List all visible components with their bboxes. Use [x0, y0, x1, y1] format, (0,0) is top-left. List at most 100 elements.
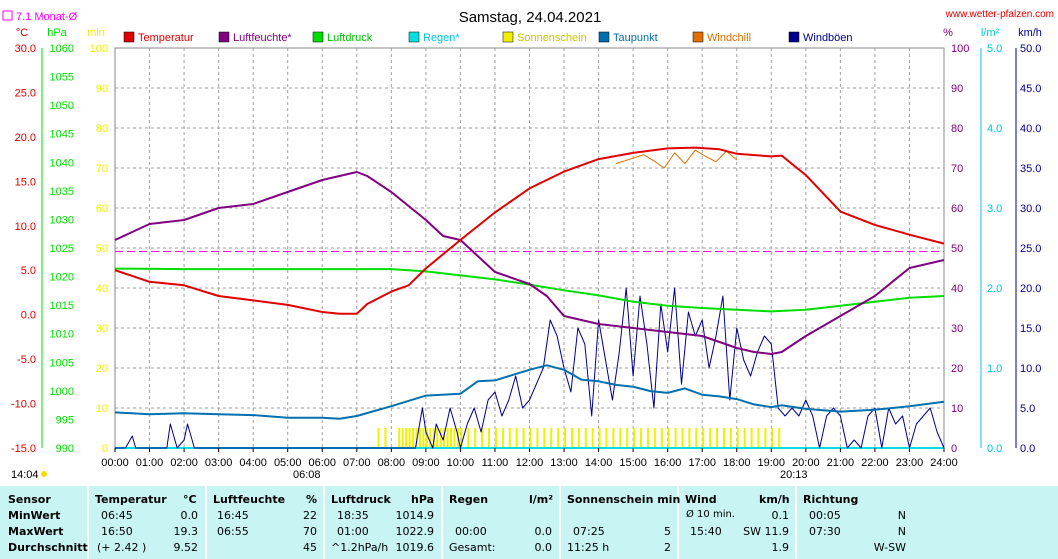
- dewpoint-line: [114, 364, 945, 420]
- header-sun: Sonnenschein min: [567, 493, 681, 506]
- min-press-time: 18:35: [337, 509, 369, 522]
- max-dir-value: N: [897, 525, 906, 538]
- separator: [205, 486, 207, 559]
- humidity-tick-label: 50: [951, 243, 963, 255]
- sun-tick-label: 0: [102, 443, 108, 455]
- min-dir-time: 00:05: [809, 509, 841, 522]
- x-tick-label: 14:00: [585, 457, 613, 469]
- sunshine-bar: [667, 428, 670, 448]
- temp-tick-label: 25.0: [15, 87, 36, 99]
- x-tick-label: 22:00: [861, 457, 889, 469]
- humidity-tick-label: 30: [951, 323, 963, 335]
- pressure-tick-label: 1035: [50, 186, 74, 198]
- temp-tick-label: 30.0: [15, 43, 36, 55]
- humidity-tick-label: 100: [951, 43, 969, 55]
- avg-press-trend: ^1.2hPa/h: [331, 541, 389, 554]
- sunshine-bar: [398, 428, 401, 448]
- row-label-avg: Durchschnitt: [8, 541, 88, 554]
- sunshine-bar: [660, 428, 663, 448]
- pressure-tick-label: 1010: [50, 329, 74, 341]
- monthly-avg-label: 7.1 Monat-Ø: [16, 11, 78, 23]
- legend-label: Windchill: [707, 32, 751, 44]
- header-sensor: Sensor: [8, 493, 51, 506]
- x-tick-label: 01:00: [136, 457, 164, 469]
- sunshine-bar: [384, 428, 387, 448]
- x-tick-label: 07:00: [343, 457, 371, 469]
- wind-tick-label: 45.0: [1020, 83, 1041, 95]
- sun-tick-label: 60: [96, 203, 108, 215]
- x-tick-label: 09:00: [412, 457, 440, 469]
- sunshine-bar: [425, 428, 428, 448]
- pressure-tick-label: 1060: [50, 43, 74, 55]
- header-temp: Temperatur: [95, 493, 167, 506]
- legend-swatch: [408, 31, 420, 43]
- sunshine-bar: [729, 428, 732, 448]
- temp-tick-label: 0.0: [21, 310, 36, 322]
- sunshine-bar: [429, 428, 432, 448]
- sunshine-bar: [443, 428, 446, 448]
- pressure-tick-label: 1055: [50, 72, 74, 84]
- sunshine-bar: [415, 428, 418, 448]
- min-hum-time: 16:45: [217, 509, 249, 522]
- sunshine-bar: [401, 428, 404, 448]
- pressure-tick-label: 1050: [50, 100, 74, 112]
- sunshine-bar: [722, 428, 725, 448]
- sunshine-bar: [460, 428, 463, 448]
- sunshine-bar: [418, 428, 421, 448]
- sunshine-bar: [736, 428, 739, 448]
- humidity-tick-label: 90: [951, 83, 963, 95]
- monthly-avg-swatch: [2, 10, 13, 21]
- avg-temp-trend: (+ 2.42 ): [97, 541, 147, 554]
- sunshine-bar: [412, 428, 415, 448]
- sunshine-bar: [508, 428, 511, 448]
- x-tick-label: 11:00: [482, 457, 509, 469]
- sunshine-bar: [771, 428, 774, 448]
- rain-tick-label: 3.0: [987, 203, 1002, 215]
- avg-rain-value: 0.0: [534, 541, 553, 554]
- sunshine-bar: [598, 428, 601, 448]
- x-tick-label: 23:00: [896, 457, 924, 469]
- max-rain-time: 00:00: [455, 525, 487, 538]
- separator: [87, 486, 89, 559]
- sunshine-bar: [564, 428, 567, 448]
- sunshine-bar: [446, 428, 449, 448]
- windchill-line: [615, 149, 738, 169]
- x-tick-label: 03:00: [205, 457, 233, 469]
- header-humidity: Luftfeuchte: [213, 493, 286, 506]
- x-tick-label: 05:00: [274, 457, 302, 469]
- pressure-line: [114, 267, 945, 313]
- sunshine-bar: [750, 428, 753, 448]
- max-temp-time: 16:50: [101, 525, 133, 538]
- header-rain-unit: l/m²: [529, 493, 554, 506]
- avg-sun-time: 11:25 h: [567, 541, 610, 554]
- sunshine-bar: [481, 428, 484, 448]
- pressure-tick-label: 1045: [50, 129, 74, 141]
- sun-tick-label: 90: [96, 83, 108, 95]
- sun-tick-label: 20: [96, 363, 108, 375]
- rain-tick-label: 0.0: [987, 443, 1002, 455]
- sun-tick-label: 50: [96, 243, 108, 255]
- separator: [795, 486, 797, 559]
- humidity-tick-label: 40: [951, 283, 963, 295]
- stats-table: Sensor Temperatur °C Luftfeuchte % Luftd…: [0, 486, 1058, 559]
- max-dir-time: 07:30: [809, 525, 841, 538]
- sunshine-bar: [488, 428, 491, 448]
- sun-tick-label: 70: [96, 163, 108, 175]
- sunshine-bar: [494, 428, 497, 448]
- sun-tick-label: 100: [90, 43, 108, 55]
- sunshine-bar: [716, 428, 719, 448]
- sunshine-bar: [536, 428, 539, 448]
- x-tick-label: 04:00: [239, 457, 267, 469]
- avg-wind-value: 1.9: [771, 541, 790, 554]
- pressure-tick-label: 995: [56, 414, 74, 426]
- sunshine-bar: [681, 428, 684, 448]
- sunshine-bar: [626, 428, 629, 448]
- site-url: www.wetter-pfalzen.com: [945, 9, 1054, 20]
- temp-tick-label: -10.0: [11, 399, 36, 411]
- wind-tick-label: 10.0: [1020, 363, 1041, 375]
- x-tick-label: 24:00: [930, 457, 958, 469]
- sun-tick-label: 80: [96, 123, 108, 135]
- avg-sun-value: 2: [664, 541, 671, 554]
- sunshine-bar: [450, 428, 453, 448]
- wind-tick-label: 20.0: [1020, 283, 1041, 295]
